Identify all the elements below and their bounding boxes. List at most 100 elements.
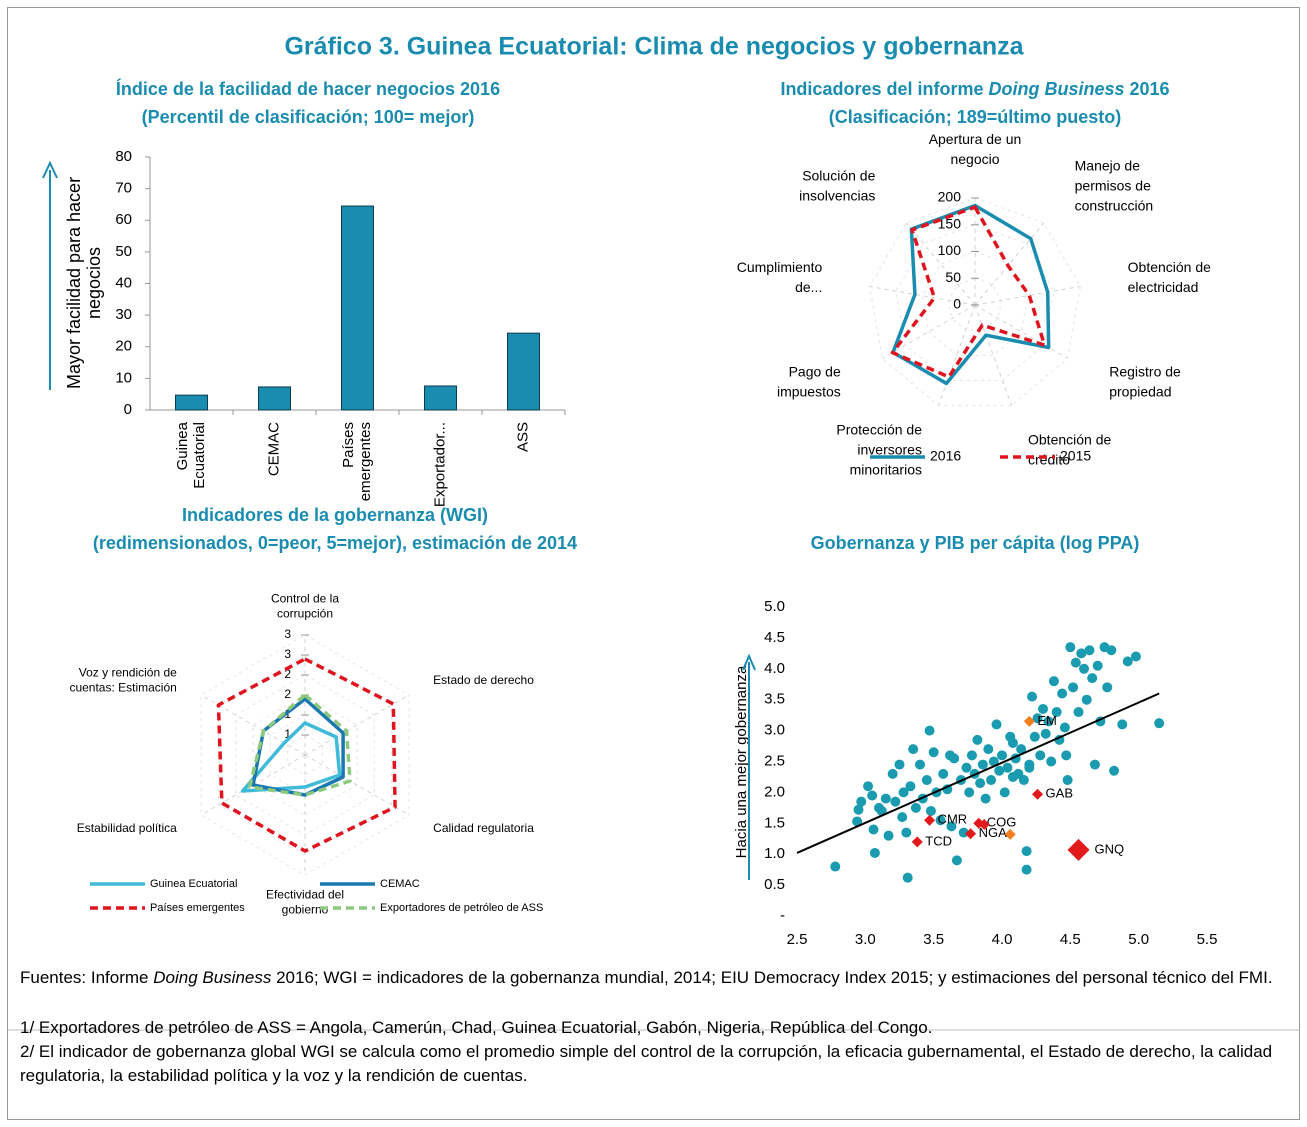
point-label: EM <box>1037 713 1057 728</box>
point <box>1067 838 1090 861</box>
note: 2/ El indicador de gobernanza global WGI… <box>20 1042 1273 1085</box>
spoke <box>905 222 976 306</box>
point <box>977 759 988 770</box>
point <box>958 827 969 838</box>
chart-title: Gobernanza y PIB per cápita (log PPA) <box>811 533 1140 553</box>
point <box>997 750 1007 761</box>
point <box>1032 713 1043 724</box>
chart-subtitle: (Percentil de clasificación; 100= mejor) <box>142 107 475 127</box>
point <box>928 747 939 758</box>
x-tick-label: 5.0 <box>1128 931 1149 948</box>
point <box>1040 728 1051 739</box>
point <box>1004 828 1016 840</box>
spoke <box>200 694 306 756</box>
category-label: Calidad regulatoria <box>433 821 534 835</box>
category-label: Estabilidad política <box>77 821 177 835</box>
tick-label: 150 <box>938 215 962 231</box>
point <box>1038 703 1048 714</box>
y-tick-label: 70 <box>115 180 132 197</box>
point <box>964 787 975 798</box>
point-label: TCD <box>925 833 952 848</box>
series-line <box>891 203 1051 386</box>
point <box>980 793 991 804</box>
legend-label: 2016 <box>930 448 961 464</box>
point <box>1079 663 1089 674</box>
chart-title: Indicadores de la gobernanza (WGI) <box>182 505 488 525</box>
point <box>935 815 946 826</box>
point <box>1059 722 1070 733</box>
trendline <box>796 692 1160 854</box>
x-tick-label: 2.5 <box>787 931 808 948</box>
point <box>946 821 957 832</box>
point <box>924 725 935 736</box>
x-tick-label: 4.0 <box>992 931 1013 948</box>
y-tick-label: - <box>780 907 785 924</box>
legend-label: Exportadores de petróleo de ASS <box>380 902 543 914</box>
point-label: NGA <box>979 825 1008 840</box>
point <box>869 847 880 858</box>
point <box>1117 719 1128 730</box>
y-tick-label: 40 <box>115 274 132 291</box>
series-line <box>240 721 342 793</box>
y-tick-label: 1.5 <box>764 814 785 831</box>
x-tick-label: 3.5 <box>923 931 944 948</box>
y-tick-label: 10 <box>115 369 132 386</box>
point <box>961 762 972 773</box>
grid-ring <box>921 250 1029 356</box>
series-line <box>247 693 352 797</box>
point <box>868 824 879 835</box>
y-tick-label: 80 <box>115 148 132 165</box>
point <box>1076 648 1087 659</box>
chart-title-part: 2016 <box>1125 79 1170 99</box>
y-axis-label: Mayor facilidad para hacernegocios <box>64 177 104 389</box>
point <box>1065 642 1076 653</box>
point <box>1106 645 1117 656</box>
point <box>1084 645 1095 656</box>
point <box>1002 762 1013 773</box>
point <box>921 775 932 786</box>
x-tick-label: 4.5 <box>1060 931 1081 948</box>
tick-label: 200 <box>938 189 962 205</box>
point <box>1068 682 1079 693</box>
grid-ring <box>200 634 410 876</box>
sources: Fuentes: Informe Doing Business 2016; WG… <box>20 966 1288 990</box>
point <box>925 805 936 816</box>
point <box>1027 691 1038 702</box>
y-axis-label: Hacia una mejor gobernanza <box>733 665 750 858</box>
y-tick-label: 60 <box>115 211 132 228</box>
point <box>978 819 990 831</box>
y-tick-label: 3.0 <box>764 722 785 739</box>
point <box>911 836 923 848</box>
point-label: CMR <box>938 812 968 827</box>
point <box>1043 716 1054 727</box>
tick-label: 1 <box>284 727 291 741</box>
chart-title-part: Indicadores del informe <box>780 79 988 99</box>
y-tick-label: 1.0 <box>764 845 785 862</box>
point <box>1051 707 1062 718</box>
arrow-head <box>742 653 756 671</box>
category-label: Pago de impuestos <box>777 363 841 399</box>
point <box>867 790 878 801</box>
y-tick-label: 5.0 <box>764 598 785 615</box>
point <box>1021 846 1032 857</box>
chart-title-part: Doing Business <box>988 79 1124 99</box>
sources-italic: Doing Business <box>153 968 272 987</box>
chart-subtitle: (redimensionados, 0=peor, 5=mejor), esti… <box>93 533 577 553</box>
point <box>983 744 994 755</box>
category-label: Control de la corrupción <box>271 592 339 621</box>
legend-label: CEMAC <box>380 878 420 890</box>
point <box>901 827 912 838</box>
point <box>975 778 986 789</box>
point <box>999 787 1010 798</box>
y-tick-label: 4.5 <box>764 629 785 646</box>
point <box>1057 688 1068 699</box>
point <box>1046 756 1057 767</box>
point <box>1023 715 1035 727</box>
point <box>1062 775 1073 786</box>
point <box>1048 676 1059 687</box>
point <box>902 872 913 883</box>
point <box>951 855 962 866</box>
point <box>887 768 898 779</box>
point <box>863 781 874 792</box>
